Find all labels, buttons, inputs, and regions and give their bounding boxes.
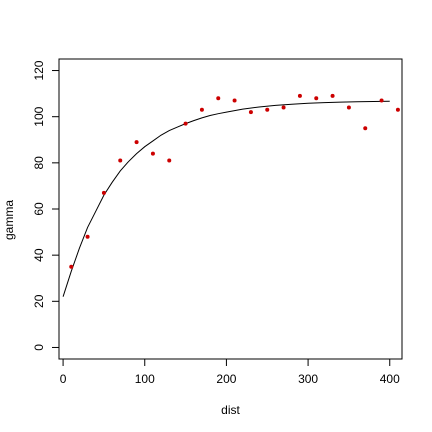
data-point <box>314 96 319 101</box>
y-tick-label: 60 <box>32 202 46 216</box>
data-point <box>265 107 270 112</box>
data-point <box>85 234 90 239</box>
data-point <box>150 151 155 156</box>
data-points <box>69 93 400 269</box>
data-point <box>346 105 351 110</box>
data-point <box>281 105 286 110</box>
x-tick-label: 100 <box>135 372 155 386</box>
y-tick-label: 100 <box>32 106 46 126</box>
data-point <box>183 121 188 126</box>
x-axis: 0 100 200 300 400 <box>60 359 400 386</box>
y-tick-label: 120 <box>32 60 46 80</box>
y-tick-label: 0 <box>32 344 46 351</box>
y-tick-label: 80 <box>32 156 46 170</box>
x-tick-label: 300 <box>298 372 318 386</box>
fitted-curve <box>62 100 390 297</box>
data-point <box>297 93 302 98</box>
data-point <box>395 107 400 112</box>
data-point <box>167 158 172 163</box>
data-point <box>232 98 237 103</box>
data-point <box>216 96 221 101</box>
data-point <box>363 126 368 131</box>
x-tick-label: 200 <box>216 372 236 386</box>
y-axis-label: gamma <box>2 200 16 240</box>
x-axis-label: dist <box>221 403 240 417</box>
plot-frame <box>58 58 403 360</box>
y-tick-label: 40 <box>32 248 46 262</box>
y-tick-label: 20 <box>32 294 46 308</box>
data-point <box>101 190 106 195</box>
y-axis: 0 20 40 60 80 100 120 <box>32 60 59 351</box>
x-tick-label: 0 <box>60 372 67 386</box>
data-point <box>134 140 139 145</box>
data-point <box>199 107 204 112</box>
x-tick-label: 400 <box>380 372 400 386</box>
data-point <box>379 98 384 103</box>
data-point <box>248 110 253 115</box>
data-point <box>330 93 335 98</box>
data-point <box>69 264 74 269</box>
data-point <box>118 158 123 163</box>
